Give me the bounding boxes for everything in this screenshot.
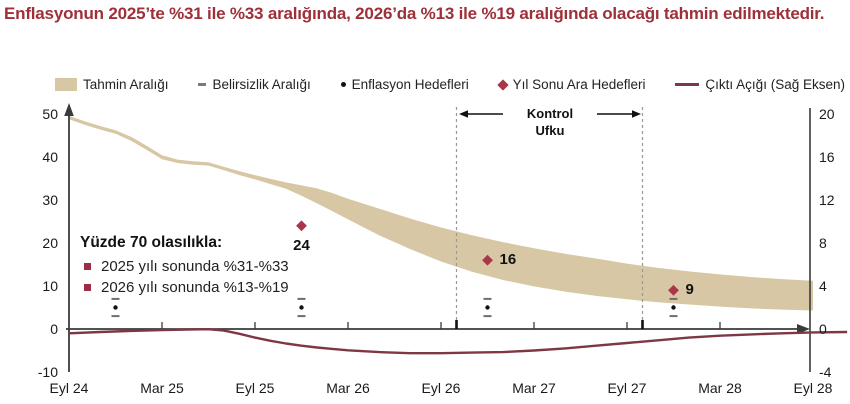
legend-label: Enflasyon Hedefleri (351, 77, 469, 92)
x-axis-tick-label: Eyl 27 (607, 380, 647, 396)
control-horizon-label: Kontrol Ufku (526, 106, 574, 138)
legend-item-uncertainty-range: Belirsizlik Aralığı (198, 77, 311, 92)
output-gap-line (68, 328, 848, 355)
right-axis-tick-label: 12 (819, 192, 835, 208)
uncertainty-dash-lower (111, 315, 120, 318)
legend-label: Tahmin Aralığı (83, 77, 169, 92)
legend-item-forecast-range: Tahmin Aralığı (55, 77, 169, 92)
inflation-target-dot (671, 305, 676, 310)
x-axis-tick-label: Mar 27 (512, 380, 556, 396)
left-axis-tick-label: 30 (42, 192, 58, 208)
uncertainty-dash-lower (669, 315, 678, 318)
left-axis-tick-label: 0 (50, 321, 58, 337)
annotation-text: 2026 yılı sonunda %13-%19 (101, 279, 289, 296)
left-axis-tick-label: 10 (42, 278, 58, 294)
legend-item-interim-targets: Yıl Sonu Ara Hedefleri (497, 77, 646, 92)
left-axis-arrow-icon (64, 103, 74, 116)
interim-target-label: 16 (499, 251, 517, 269)
interim-target-label: 9 (685, 281, 694, 299)
uncertainty-dash-lower (297, 315, 306, 318)
inflation-target-dot (113, 305, 118, 310)
right-axis-tick-label: -4 (819, 364, 832, 380)
line-marker-icon (675, 83, 700, 86)
arrow-right-head-icon (632, 110, 641, 118)
x-axis-tick-label: Eyl 25 (235, 380, 275, 396)
legend-label: Çıktı Açığı (Sağ Eksen) (705, 77, 845, 92)
legend-item-inflation-targets: Enflasyon Hedefleri (340, 77, 469, 92)
square-bullet-icon (84, 263, 91, 270)
right-axis-tick-label: 8 (819, 235, 827, 251)
uncertainty-dash-upper (111, 297, 120, 300)
uncertainty-dash-lower (483, 315, 492, 318)
right-axis-tick-label: 16 (819, 149, 835, 165)
x-axis-tick-label: Eyl 24 (49, 380, 89, 396)
probability-annotation: Yüzde 70 olasılıkla: 2025 yılı sonunda %… (80, 234, 289, 300)
forecast-band (69, 115, 813, 311)
left-axis-tick-label: -10 (37, 364, 58, 380)
left-axis-tick-label: 50 (42, 106, 58, 122)
x-axis-arrow-icon (797, 324, 810, 334)
annotation-text: 2025 yılı sonunda %31-%33 (101, 258, 289, 275)
x-axis-tick-label: Mar 26 (326, 380, 370, 396)
legend: Tahmin Aralığı Belirsizlik Aralığı Enfla… (55, 77, 845, 92)
interim-target-label: 24 (293, 236, 310, 254)
right-axis-tick-label: 20 (819, 106, 835, 122)
legend-label: Yıl Sonu Ara Hedefleri (512, 77, 646, 92)
dash-marker-icon (198, 83, 207, 86)
inflation-target-dot (299, 305, 304, 310)
x-axis-tick-label: Eyl 26 (421, 380, 461, 396)
right-axis-tick-label: 4 (819, 278, 827, 294)
uncertainty-dash-upper (297, 297, 306, 300)
annotation-heading: Yüzde 70 olasılıkla: (80, 234, 223, 251)
chart-title: Enflasyonun 2025’te %31 ile %33 aralığın… (4, 4, 825, 23)
square-bullet-icon (84, 284, 91, 291)
annotation-item: 2025 yılı sonunda %31-%33 (84, 258, 289, 275)
arrow-left-head-icon (459, 110, 468, 118)
annotation-item: 2026 yılı sonunda %13-%19 (84, 279, 289, 296)
x-axis-tick-label: Mar 25 (140, 380, 184, 396)
dot-marker-icon (340, 82, 346, 87)
interim-target-diamond-icon (296, 220, 307, 232)
uncertainty-dash-upper (669, 297, 678, 300)
interim-target-diamond-icon (482, 254, 493, 266)
legend-item-output-gap: Çıktı Açığı (Sağ Eksen) (675, 77, 845, 92)
x-axis-tick-label: Eyl 28 (793, 380, 833, 396)
legend-label: Belirsizlik Aralığı (212, 77, 311, 92)
inflation-target-dot (485, 305, 490, 310)
x-axis-tick-label: Mar 28 (698, 380, 742, 396)
right-axis-tick-label: 0 (819, 321, 827, 337)
interim-target-diamond-icon (668, 284, 679, 296)
uncertainty-dash-upper (483, 297, 492, 300)
left-axis-tick-label: 40 (42, 149, 58, 165)
forecast-band-swatch-icon (55, 78, 77, 91)
left-axis-tick-label: 20 (42, 235, 58, 251)
